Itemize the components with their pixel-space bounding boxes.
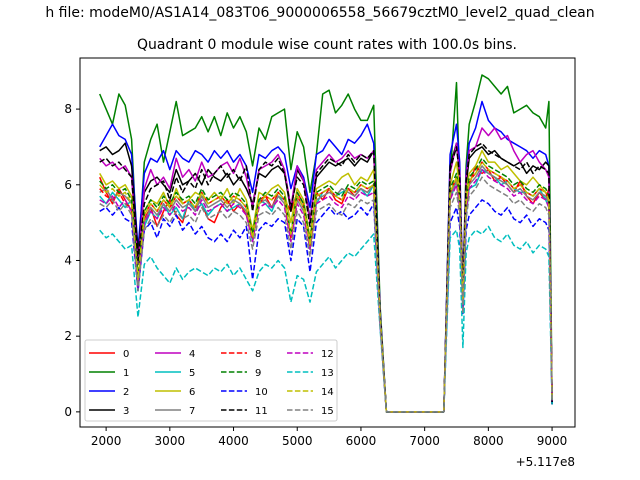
y-tick-label: 4 (64, 253, 72, 267)
legend-label-13: 13 (321, 368, 334, 379)
series-layer (99, 74, 553, 413)
y-tick-label: 8 (64, 102, 72, 116)
series-line-3 (99, 142, 553, 413)
x-axis: 2000 3000 4000 5000 6000 7000 8000 9000 (91, 427, 567, 448)
legend-label-1: 1 (123, 368, 129, 379)
series-line-11 (99, 142, 553, 413)
x-offset-text: +5.117e8 (516, 455, 575, 469)
legend-label-11: 11 (255, 406, 268, 417)
series-line-14 (99, 161, 553, 413)
x-tick-label: 2000 (91, 434, 122, 448)
legend-label-2: 2 (123, 387, 129, 398)
legend-label-3: 3 (123, 406, 129, 417)
legend-label-15: 15 (321, 406, 334, 417)
x-tick-label: 5000 (282, 434, 313, 448)
series-line-15 (99, 176, 553, 413)
legend-label-7: 7 (189, 406, 195, 417)
legend-label-0: 0 (123, 349, 129, 360)
legend-label-14: 14 (321, 387, 334, 398)
series-line-12 (99, 168, 553, 413)
series-line-2 (99, 100, 553, 413)
series-line-6 (99, 149, 553, 413)
x-tick-label: 7000 (409, 434, 440, 448)
y-tick-label: 2 (64, 329, 72, 343)
suptitle: h file: modeM0/AS1A14_083T06_9000006558_… (45, 5, 594, 21)
chart-title: Quadrant 0 module wise count rates with … (137, 37, 517, 53)
x-tick-label: 6000 (346, 434, 377, 448)
x-tick-label: 3000 (155, 434, 186, 448)
series-line-9 (99, 157, 553, 413)
legend-label-12: 12 (321, 349, 334, 360)
legend-box (84, 339, 338, 422)
series-line-1 (99, 74, 553, 413)
y-axis: 0 2 4 6 8 (64, 102, 80, 419)
y-tick-label: 6 (64, 178, 72, 192)
y-tick-label: 0 (64, 405, 72, 419)
legend-label-6: 6 (189, 387, 195, 398)
legend-label-5: 5 (189, 368, 195, 379)
legend-label-8: 8 (255, 349, 261, 360)
legend-label-4: 4 (189, 349, 195, 360)
series-line-13 (99, 225, 553, 413)
x-tick-label: 9000 (537, 434, 568, 448)
legend-label-9: 9 (255, 368, 261, 379)
series-line-4 (99, 127, 553, 413)
x-tick-label: 4000 (218, 434, 249, 448)
x-tick-label: 8000 (473, 434, 504, 448)
legend-label-10: 10 (255, 387, 268, 398)
plot-frame (79, 57, 576, 428)
